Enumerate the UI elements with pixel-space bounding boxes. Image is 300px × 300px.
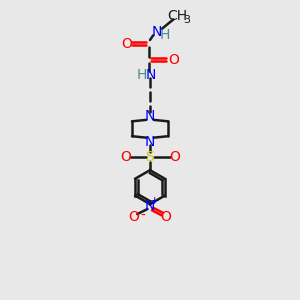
Text: N: N (145, 134, 155, 148)
Text: O: O (129, 210, 140, 224)
Text: H: H (136, 68, 147, 82)
Text: N: N (145, 199, 155, 213)
Text: O: O (120, 150, 131, 164)
Text: N: N (145, 109, 155, 123)
Text: O: O (168, 53, 179, 67)
Text: H: H (160, 28, 170, 42)
Text: CH: CH (167, 9, 188, 23)
Text: -: - (140, 209, 145, 223)
Text: S: S (146, 150, 154, 164)
Text: O: O (160, 210, 171, 224)
Text: N: N (151, 25, 162, 39)
Text: O: O (169, 150, 180, 164)
Text: 3: 3 (184, 16, 191, 26)
Text: O: O (121, 37, 132, 51)
Text: N: N (146, 68, 156, 82)
Text: +: + (150, 196, 159, 206)
